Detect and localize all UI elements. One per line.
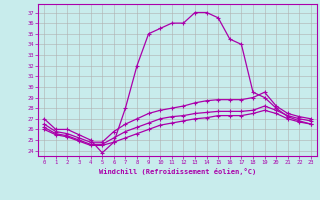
X-axis label: Windchill (Refroidissement éolien,°C): Windchill (Refroidissement éolien,°C) xyxy=(99,168,256,175)
